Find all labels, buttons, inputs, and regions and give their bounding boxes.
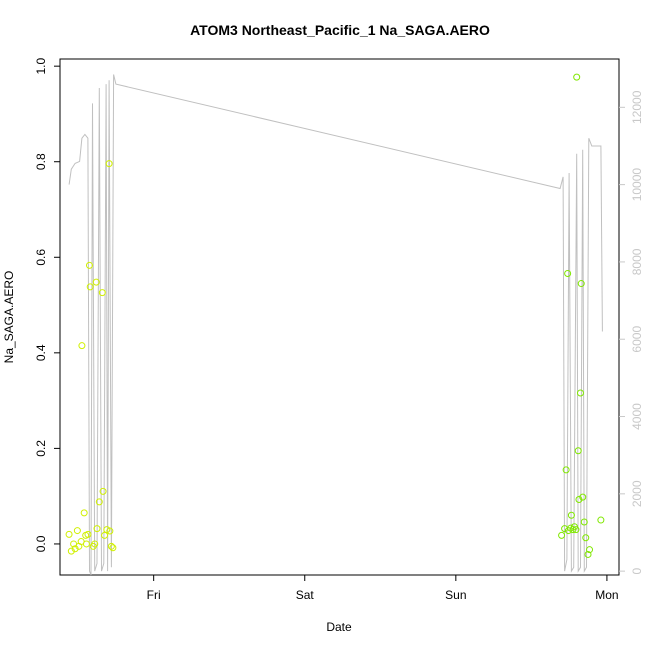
data-point [84,530,92,538]
data-point [86,283,94,291]
y-axis-right: 0 2000 4000 6000 8000 10000 12000 [619,90,644,574]
data-point [572,526,580,534]
data-point [98,289,106,297]
y-right-tick-label: 6000 [630,326,644,353]
data-point [564,270,572,278]
x-axis: Fri Sat Sun Mon [147,575,619,602]
x-tick-label: Fri [147,588,161,602]
data-point [99,487,107,495]
y-tick-label: 1.0 [34,58,48,75]
data-point [586,546,594,554]
data-point [580,518,588,526]
y-tick-label: 0.4 [34,344,48,361]
data-point [582,534,590,542]
data-point [73,527,81,535]
y-tick-label: 0.8 [34,153,48,170]
data-point [107,542,115,550]
y-axis-left: 0.0 0.2 0.4 0.6 0.8 1.0 [34,58,60,552]
data-point [575,496,583,504]
data-point [106,527,114,535]
altitude-line [68,74,603,576]
data-point [82,540,90,548]
plot-frame [59,58,620,576]
y-tick-label: 0.2 [34,440,48,457]
y-right-tick-label: 8000 [630,248,644,275]
data-point [109,544,117,552]
data-point [71,545,79,553]
data-point [92,278,100,286]
y-right-tick-label: 12000 [630,90,644,124]
x-tick-label: Mon [595,588,618,602]
x-tick-label: Sun [445,588,466,602]
x-axis-label: Date [326,620,352,634]
chart-title: ATOM3 Northeast_Pacific_1 Na_SAGA.AERO [190,22,490,38]
data-point [577,280,585,288]
altitude-series [68,74,603,576]
data-point [576,389,584,397]
data-point [101,531,109,539]
y-axis-label: Na_SAGA.AERO [2,271,16,364]
data-point [564,527,572,535]
y-right-tick-label: 2000 [630,480,644,507]
data-point [67,547,75,555]
data-point [597,516,605,524]
data-point [91,540,99,548]
data-point [93,525,101,533]
data-point [574,447,582,455]
data-point [80,509,88,517]
data-point [85,261,93,269]
data-point [584,550,592,558]
data-point [78,342,86,350]
data-point [567,511,575,519]
data-point [579,493,587,501]
data-point [95,498,103,506]
data-point [65,530,73,538]
y-right-tick-label: 0 [630,567,644,574]
y-tick-label: 0.6 [34,249,48,266]
y-right-tick-label: 10000 [630,168,644,202]
data-point [562,466,570,474]
data-point [105,160,113,168]
data-point [573,73,581,81]
data-points [65,73,605,558]
y-tick-label: 0.0 [34,535,48,552]
data-point [558,531,566,539]
x-tick-label: Sat [296,588,315,602]
y-right-tick-label: 4000 [630,403,644,430]
